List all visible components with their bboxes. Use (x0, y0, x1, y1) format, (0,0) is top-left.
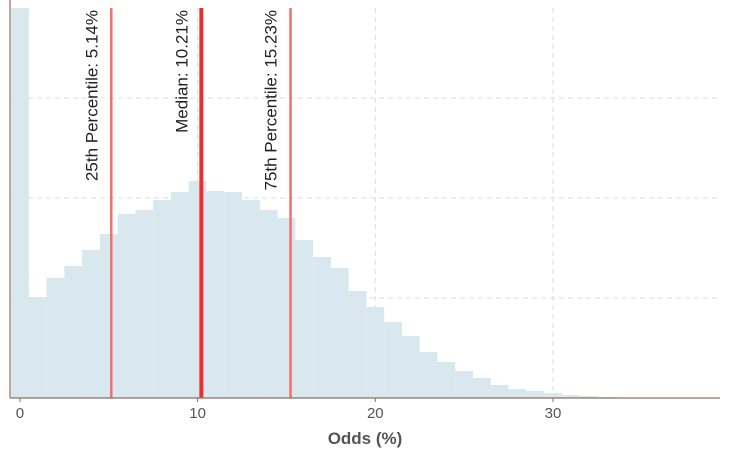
bar (561, 395, 580, 398)
bar (313, 257, 331, 398)
bars (11, 8, 616, 398)
x-axis-label: Odds (%) (328, 429, 403, 448)
bar (508, 389, 527, 398)
reference-label: 75th Percentile: 15.23% (262, 10, 281, 191)
bar (277, 218, 296, 398)
bar (526, 391, 545, 398)
bar (135, 210, 154, 398)
x-tick-label: 0 (16, 405, 24, 422)
bar (455, 371, 474, 398)
bar (473, 378, 491, 398)
bar (544, 393, 562, 398)
x-tick-label: 10 (189, 405, 206, 422)
bar (419, 352, 438, 398)
bar (259, 210, 278, 398)
bar (28, 297, 47, 398)
x-tick-label: 20 (367, 405, 384, 422)
bar (117, 214, 136, 398)
bar (11, 8, 29, 398)
bar (64, 266, 83, 398)
bar (82, 250, 100, 398)
bar (188, 181, 207, 398)
bar (206, 191, 225, 398)
reference-label: Median: 10.21% (172, 10, 191, 133)
bar (348, 291, 367, 398)
bar (579, 396, 598, 398)
reference-label: 25th Percentile: 5.14% (82, 10, 101, 181)
x-tick-label: 30 (545, 405, 562, 422)
bar (224, 192, 243, 398)
bar (401, 336, 420, 398)
bar (153, 200, 171, 398)
overlay: 25th Percentile: 5.14% Median: 10.21% 75th… (9, 0, 720, 422)
bar (490, 385, 509, 398)
bar (242, 200, 260, 398)
bar (366, 307, 385, 398)
bar (437, 362, 456, 398)
bar (99, 234, 118, 398)
bar (295, 240, 314, 398)
bar (384, 322, 402, 398)
bar (46, 278, 65, 398)
bar (330, 268, 349, 398)
bar (170, 192, 189, 398)
